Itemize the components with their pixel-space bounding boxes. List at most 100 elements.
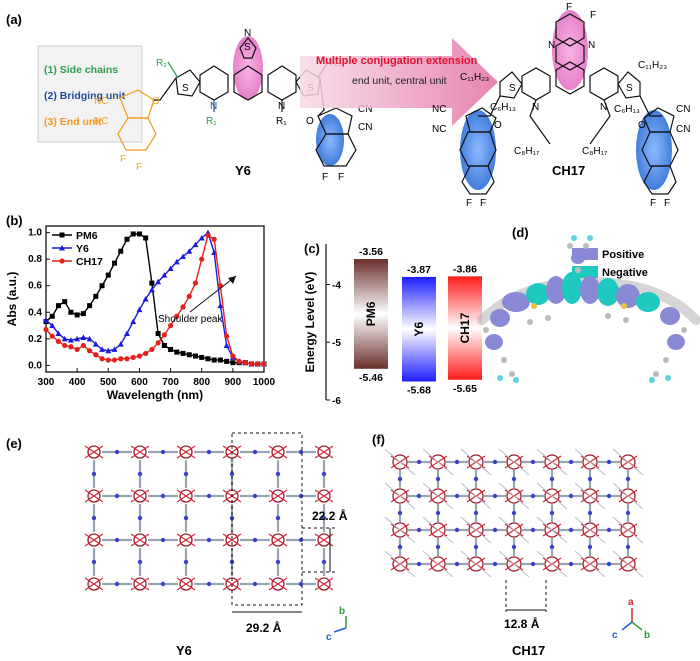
arrow-subtitle: end unit, central unit xyxy=(352,75,447,87)
data-point-ch17 xyxy=(62,342,68,349)
packing-node xyxy=(544,488,560,504)
packing-link xyxy=(384,448,416,476)
packing-atom xyxy=(416,527,422,533)
packing-link xyxy=(460,550,492,578)
data-point-y6 xyxy=(136,306,143,313)
packing-bond xyxy=(176,577,196,591)
ch17-packing-lattice xyxy=(384,448,644,578)
packing-node xyxy=(506,488,522,504)
data-point-pm6 xyxy=(49,313,55,319)
panel-f-label: (f) xyxy=(372,432,385,447)
packing-node xyxy=(582,522,598,538)
cn-label: CN xyxy=(358,122,372,133)
bar-name-ch17: CH17 xyxy=(458,312,472,343)
packing-node xyxy=(620,488,636,504)
packing-node xyxy=(582,488,598,504)
packing-node xyxy=(179,489,193,503)
packing-node xyxy=(544,522,560,538)
packing-atom xyxy=(298,537,304,543)
atom-s: S xyxy=(509,83,516,94)
packing-node xyxy=(506,556,522,572)
o-label: O xyxy=(152,96,160,107)
ch17-left-benzene xyxy=(461,165,495,195)
atom-n: N xyxy=(210,101,217,112)
packing-node xyxy=(271,489,285,503)
data-point-ch17 xyxy=(161,332,167,338)
packing-atom xyxy=(530,561,536,567)
shoulder-peak-arrowhead xyxy=(228,276,236,284)
y6-right-end-benzene xyxy=(315,133,357,167)
data-point-y6 xyxy=(55,330,62,337)
c6h13-label: C₆H₁₃ xyxy=(614,104,640,115)
packing-link xyxy=(422,550,454,578)
y6-vertical-spacing: 22.2 Å xyxy=(312,508,348,523)
packing-node xyxy=(506,454,522,470)
ch17-molecule-name: CH17 xyxy=(552,163,585,178)
packing-atom xyxy=(435,476,441,482)
packing-atom xyxy=(625,544,631,550)
data-point-ch17 xyxy=(43,326,49,333)
legend-marker xyxy=(59,258,65,264)
ch17-thiophene xyxy=(499,71,523,99)
packing-node xyxy=(179,577,193,591)
cn-label: NC xyxy=(432,104,446,115)
packing-atom xyxy=(606,527,612,533)
ch17-right-benzene xyxy=(643,165,677,195)
packing-link xyxy=(384,516,416,544)
packing-bond xyxy=(130,489,150,503)
f-label: F xyxy=(466,198,472,209)
data-point-ch17 xyxy=(174,313,180,319)
packing-atom xyxy=(252,449,258,455)
packing-atom xyxy=(183,471,189,477)
axis-c-label: c xyxy=(326,632,332,643)
packing-link xyxy=(574,482,606,510)
data-point-y6 xyxy=(67,337,74,343)
packing-atom xyxy=(606,561,612,567)
f-label: F xyxy=(480,198,486,209)
packing-atom xyxy=(321,471,327,477)
packing-bond xyxy=(84,533,104,547)
r2-label: R₂ xyxy=(156,58,167,69)
packing-bond xyxy=(222,533,242,547)
data-point-ch17 xyxy=(186,293,192,299)
data-point-y6 xyxy=(223,342,230,348)
data-point-ch17 xyxy=(99,356,105,362)
cn-label: NC xyxy=(432,124,446,135)
data-point-ch17 xyxy=(192,280,199,286)
packing-atom xyxy=(206,581,212,587)
y-tick-label: 0.4 xyxy=(28,307,42,318)
data-point-pm6 xyxy=(87,303,93,309)
packing-atom xyxy=(183,559,189,565)
packing-node xyxy=(133,577,147,591)
packing-atom xyxy=(454,493,460,499)
data-point-pm6 xyxy=(136,231,142,237)
packing-atom xyxy=(511,544,517,550)
packing-atom xyxy=(397,510,403,516)
y-tick-label: -4 xyxy=(332,280,341,291)
packing-atom xyxy=(91,559,97,565)
packing-link xyxy=(384,550,416,578)
packing-bond xyxy=(268,577,288,591)
data-point-y6 xyxy=(161,272,168,278)
data-point-y6 xyxy=(74,335,81,342)
data-point-ch17 xyxy=(143,350,149,357)
data-point-y6 xyxy=(99,346,106,352)
packing-bond xyxy=(176,489,196,503)
y-tick-label: 0.0 xyxy=(28,360,42,371)
packing-atom xyxy=(252,493,258,499)
legend-bridging-unit: (2) Bridging unit xyxy=(44,90,126,102)
y6-left-end-benzene xyxy=(117,117,157,151)
data-point-y6 xyxy=(111,346,118,352)
absorption-chart: 300 400 500 600 700 800 900 1000 0.0 0.2 0.4 0.6 0.8… xyxy=(5,225,276,402)
ch17-ring xyxy=(521,67,551,101)
data-point-ch17 xyxy=(199,256,205,262)
ch17-atom-labels: F F N N S S N N C₁₁H₂₃ C₁₁H₂₃ C₆H₁₃ C₆H₁… xyxy=(432,2,690,209)
packing-node xyxy=(620,454,636,470)
ch17-axis-indicator: a c b xyxy=(612,597,650,641)
ch17-ring xyxy=(555,13,585,47)
legend-side-chains: (1) Side chains xyxy=(44,64,118,76)
data-point-pm6 xyxy=(174,349,180,355)
y6-packing-lattice xyxy=(84,445,334,591)
f-label: F xyxy=(664,198,670,209)
data-point-ch17 xyxy=(211,236,217,242)
